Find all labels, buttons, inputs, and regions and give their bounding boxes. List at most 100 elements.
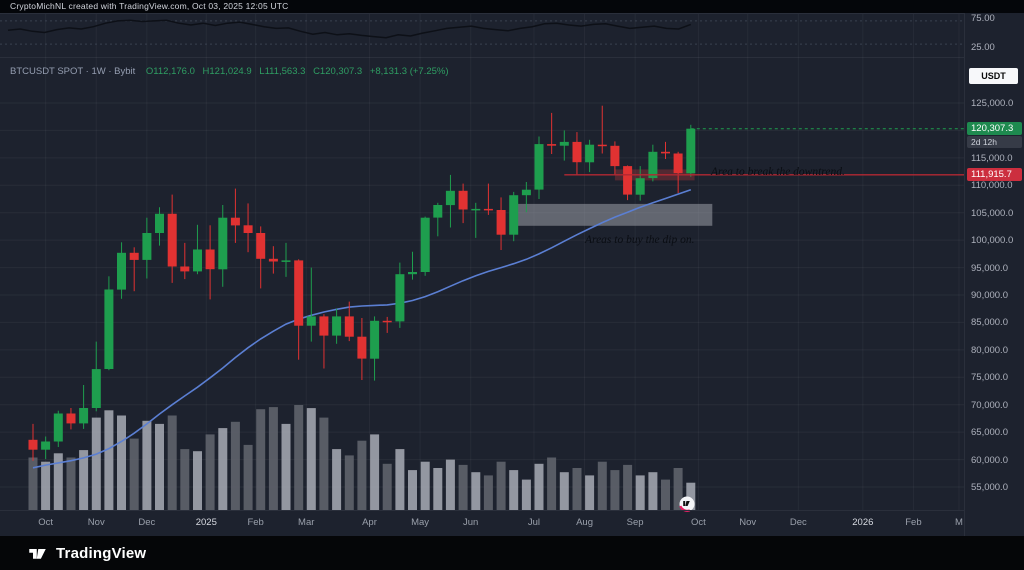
time-tick-label: Nov — [739, 517, 757, 528]
volume-bar — [509, 470, 519, 510]
time-tick-label: Dec — [138, 517, 156, 528]
time-tick-label: Feb — [247, 517, 264, 528]
attribution-text: CryptoMichNL created with TradingView.co… — [10, 1, 289, 11]
candle-body — [610, 145, 620, 167]
time-tick-label: Jul — [527, 517, 541, 528]
candle-body — [433, 205, 443, 218]
volume-bar — [167, 415, 177, 510]
volume-bar — [66, 457, 76, 510]
volume-bar — [332, 449, 342, 510]
volume-bar — [458, 464, 468, 510]
volume-bar — [53, 453, 63, 510]
current-price-badge: 120,307.3 — [967, 121, 1022, 135]
price-tick-label: 70,000.0 — [971, 399, 1008, 411]
time-tick-label: Oct — [690, 517, 706, 528]
candle-body — [547, 144, 557, 146]
candle-body — [218, 217, 228, 270]
ma-line — [32, 188, 692, 469]
price-axis[interactable]: USDT 125,000.0 115,000.0 110,000.0 105,000.… — [964, 0, 1024, 536]
candle-body — [332, 316, 342, 336]
candle-body — [408, 272, 417, 275]
volume-bar — [256, 409, 266, 510]
price-tick-label: 125,000.0 — [971, 98, 1014, 109]
price-tick-label: 115,000.0 — [971, 152, 1013, 164]
volume-bar — [559, 472, 569, 510]
buy-the-dip-zone — [513, 203, 713, 226]
volume-bar — [243, 444, 253, 510]
time-axis[interactable]: Oct Nov Dec 2025 Feb Mar Apr May Jun Jul Aug Sep Oct… — [0, 510, 965, 537]
tradingview-wordmark[interactable]: TradingView — [56, 544, 147, 562]
candle-body — [256, 233, 266, 259]
volume-bar — [193, 451, 202, 510]
price-tick-label: 80,000.0 — [971, 344, 1008, 356]
legend-change: +8,131.3 (+7.25%) — [369, 66, 449, 77]
price-tick-label: 85,000.0 — [971, 317, 1008, 329]
legend-close: C120,307.3 — [313, 66, 363, 77]
volume-bar — [433, 468, 443, 510]
candle-body — [281, 260, 291, 262]
time-tick-label: Feb — [905, 517, 922, 528]
candle-body — [243, 225, 253, 233]
attribution-bar: CryptoMichNL created with TradingView.co… — [0, 0, 1024, 13]
volume-bar — [294, 405, 304, 510]
legend-open: O112,176.0 — [145, 66, 195, 77]
tradingview-logo-icon[interactable] — [27, 543, 48, 564]
candle-body — [370, 320, 380, 359]
price-tick-label: 95,000.0 — [971, 262, 1008, 274]
price-tick-label: 110,000.0 — [971, 180, 1013, 192]
candle-body — [91, 369, 101, 408]
candle-body — [534, 144, 544, 190]
candle-body — [521, 189, 531, 196]
indicator-tick-label: 25.00 — [971, 42, 995, 53]
volume-bar — [230, 421, 240, 510]
candle-body — [104, 289, 114, 369]
price-tick-label: 90,000.0 — [971, 290, 1008, 301]
candle-body — [155, 213, 164, 233]
candle-body — [268, 258, 278, 262]
price-tick-label: 55,000.0 — [971, 482, 1008, 493]
volume-bar — [79, 450, 89, 510]
currency-toggle-button[interactable]: USDT — [969, 68, 1018, 84]
chart-canvas[interactable] — [0, 0, 965, 510]
volume-bar — [408, 470, 417, 510]
candle-body — [117, 252, 126, 290]
candle-body — [559, 141, 569, 146]
volume-bar — [648, 472, 658, 510]
volume-bar — [496, 461, 506, 510]
candle-body — [294, 260, 304, 326]
volume-bar — [218, 428, 228, 510]
volume-bar — [142, 420, 152, 510]
volume-bar — [471, 472, 481, 510]
symbol-title[interactable]: BTCUSDT SPOT · 1W · Bybit — [10, 66, 136, 77]
price-tick-label: 105,000.0 — [971, 207, 1014, 219]
candle-body — [471, 208, 481, 211]
candle-body — [79, 408, 89, 424]
annotation-break-downtrend[interactable]: Area to break the downtrend. — [711, 166, 845, 178]
volume-bar — [268, 407, 278, 510]
candle-body — [395, 274, 405, 322]
volume-bar — [319, 417, 329, 510]
candle-body — [572, 141, 582, 163]
candle-body — [496, 210, 506, 235]
volume-bar — [155, 423, 164, 510]
candle-body — [420, 217, 430, 272]
volume-bar — [41, 461, 51, 510]
candle-body — [230, 217, 240, 226]
candle-body — [205, 249, 215, 270]
candle-body — [66, 413, 76, 424]
candle-body — [193, 249, 202, 272]
legend-low: L111,563.3 — [259, 66, 306, 77]
time-tick-label: Mar — [298, 517, 315, 528]
candle-body — [167, 213, 177, 267]
volume-bar — [370, 434, 380, 510]
candle-body — [344, 316, 354, 337]
volume-bar — [395, 449, 405, 510]
time-tick-label: M — [955, 517, 963, 528]
volume-bar — [117, 415, 126, 510]
candle-body — [357, 336, 367, 359]
annotation-buy-the-dip[interactable]: Areas to buy the dip on. — [585, 234, 695, 246]
candle-body — [623, 166, 633, 195]
volume-bar — [547, 457, 557, 510]
indicator-tick-label: 75.00 — [971, 13, 995, 24]
alert-price-badge[interactable]: 111,915.7 — [967, 167, 1022, 181]
